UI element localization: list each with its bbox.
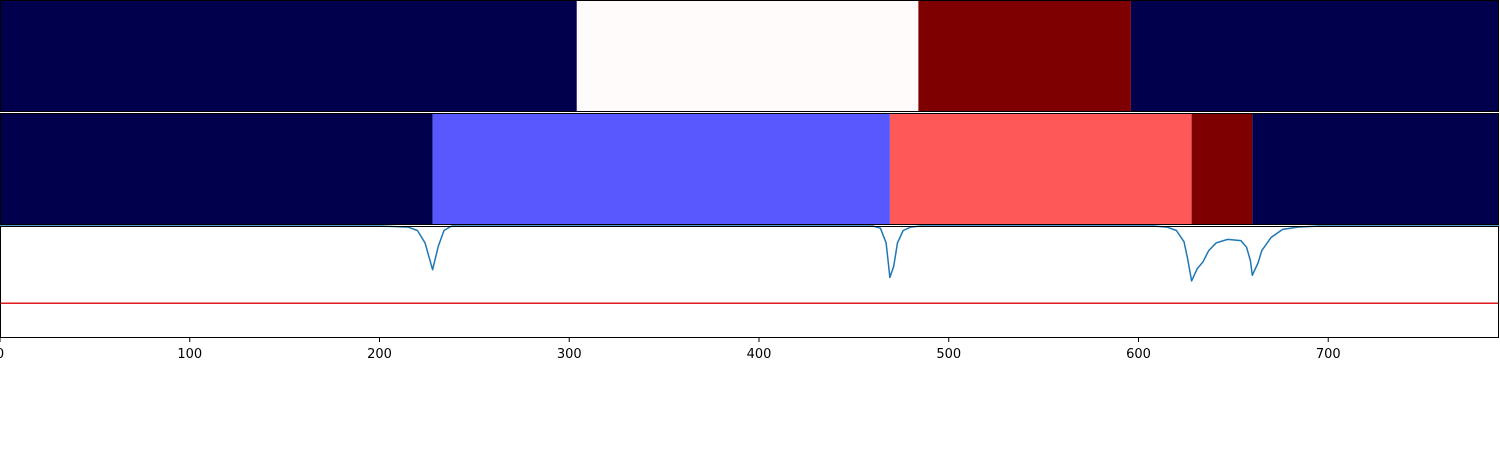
x-tick-label: 0 (0, 347, 4, 362)
x-tick-label: 200 (367, 347, 392, 362)
heatmap-segment-2-4 (1191, 113, 1253, 225)
heatmap-segment-2-3 (889, 113, 1192, 225)
x-tick-label: 400 (747, 347, 772, 362)
x-tick-label: 500 (936, 347, 961, 362)
heatmap-top-panel (0, 0, 1499, 112)
panel-frame (0, 0, 1499, 112)
panel-frame (0, 113, 1499, 225)
heatmap-segment-1-4 (1130, 0, 1499, 112)
heatmap-segment-1-2 (576, 0, 919, 112)
heatmap-segment-2-1 (0, 113, 433, 225)
line-plot-panel (0, 225, 1499, 338)
heatmap-segment-1-3 (918, 0, 1131, 112)
series-line-1 (0, 225, 1499, 282)
heatmap-segment-2-5 (1252, 113, 1499, 225)
panel-frame (0, 226, 1499, 338)
x-tick-label: 600 (1126, 347, 1151, 362)
x-axis: 0 100 200 300 400 500 600 700 (0, 338, 1341, 362)
x-tick-label: 300 (557, 347, 582, 362)
heatmap-segment-2-2 (432, 113, 890, 225)
x-tick-label: 700 (1316, 347, 1341, 362)
heatmap-segment-1-1 (0, 0, 577, 112)
heatmap-middle-panel (0, 113, 1499, 225)
x-tick-label: 100 (177, 347, 202, 362)
